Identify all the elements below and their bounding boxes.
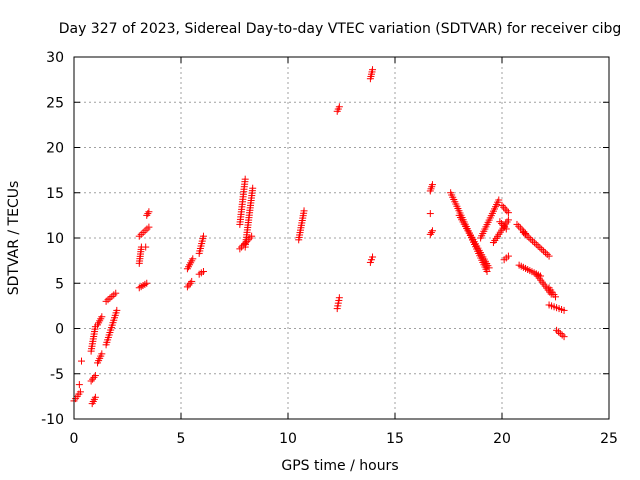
data-point: [142, 243, 150, 251]
data-point: [502, 225, 510, 233]
data-point: [75, 381, 83, 389]
data-point: [335, 103, 343, 111]
data-point: [501, 205, 509, 213]
data-point: [249, 184, 257, 192]
data-point: [552, 293, 559, 301]
data-point: [369, 253, 377, 261]
x-tick-label: 5: [177, 431, 186, 447]
data-point: [500, 203, 508, 211]
data-point: [87, 377, 95, 385]
data-point: [189, 255, 197, 263]
x-tick-label: 20: [493, 431, 511, 447]
data-point: [241, 175, 249, 183]
data-point: [183, 283, 191, 291]
data-point: [76, 388, 84, 396]
data-point: [501, 223, 509, 231]
y-tick-label: 25: [46, 95, 64, 111]
data-point: [143, 211, 151, 219]
x-tick-label: 10: [279, 431, 297, 447]
grid-lines: [74, 57, 609, 419]
data-point: [89, 375, 97, 383]
data-point: [504, 216, 512, 224]
data-point: [499, 221, 507, 229]
data-point: [300, 207, 308, 215]
data-point: [515, 222, 523, 230]
data-point: [516, 224, 524, 232]
y-tick-label: 0: [55, 322, 64, 338]
y-tick-label: 10: [46, 231, 64, 247]
data-point: [497, 220, 505, 228]
y-tick-label: -5: [50, 367, 64, 383]
data-point: [113, 306, 121, 314]
data-point: [90, 373, 98, 381]
data-point: [248, 232, 256, 240]
data-point: [503, 207, 511, 215]
data-point: [145, 223, 153, 231]
data-point: [495, 196, 503, 204]
data-point: [185, 281, 193, 289]
data-point: [112, 289, 120, 297]
data-point: [145, 208, 153, 216]
y-tick-label: -10: [41, 412, 64, 428]
x-tick-label: 15: [386, 431, 404, 447]
data-point: [428, 181, 436, 189]
data-point: [560, 333, 568, 341]
data-points: [70, 66, 568, 408]
x-tick-label: 0: [70, 431, 79, 447]
data-point: [369, 66, 377, 74]
data-point: [545, 252, 553, 260]
y-tick-label: 5: [55, 276, 64, 292]
data-point: [98, 350, 106, 358]
data-point: [428, 227, 436, 235]
data-point: [504, 252, 512, 260]
data-point: [199, 267, 207, 275]
y-axis-label: SDTVAR / TECUs: [6, 181, 22, 296]
data-point: [427, 229, 435, 237]
data-point: [560, 306, 568, 314]
data-point: [496, 218, 504, 226]
data-point: [426, 230, 434, 238]
data-point: [77, 357, 85, 365]
data-point: [246, 234, 254, 242]
data-point: [504, 209, 512, 217]
data-point: [98, 313, 106, 321]
y-tick-label: 30: [46, 50, 64, 66]
y-tick-label: 20: [46, 141, 64, 157]
x-tick-label: 25: [600, 431, 618, 447]
data-point: [199, 232, 207, 240]
data-point: [91, 393, 99, 401]
data-point: [498, 201, 506, 209]
data-point: [335, 294, 343, 302]
data-point: [144, 210, 152, 218]
data-point: [483, 267, 491, 275]
data-point: [143, 279, 151, 287]
data-point: [236, 245, 244, 253]
plot-frame: [73, 56, 610, 420]
data-point: [186, 279, 194, 287]
x-axis-label: GPS time / hours: [281, 458, 398, 474]
data-point: [91, 372, 99, 380]
data-point: [426, 210, 434, 218]
chart-title: Day 327 of 2023, Sidereal Day-to-day VTE…: [59, 21, 622, 37]
data-point: [485, 264, 493, 272]
y-tick-label: 15: [46, 186, 64, 202]
data-point: [513, 220, 521, 228]
data-point: [188, 277, 196, 285]
